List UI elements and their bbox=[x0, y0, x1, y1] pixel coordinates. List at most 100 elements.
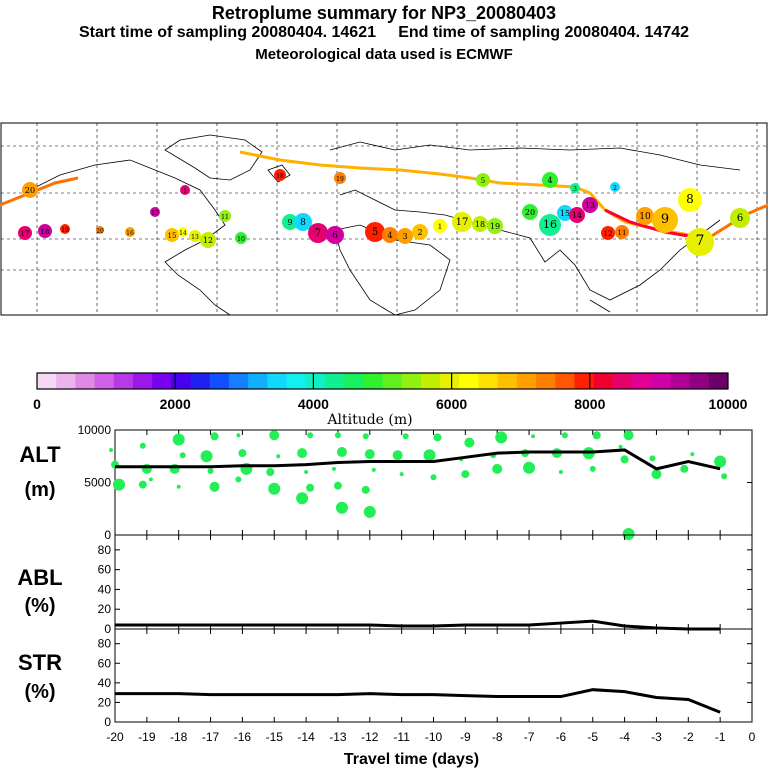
x-tick-label: -14 bbox=[297, 730, 315, 744]
map-marker-label: 11 bbox=[618, 229, 627, 237]
y-tick-label: 80 bbox=[98, 637, 112, 651]
x-tick-label: -4 bbox=[619, 730, 630, 744]
colorbar-cell bbox=[574, 373, 595, 389]
map-marker-label: 5 bbox=[481, 177, 485, 185]
y-tick-label: 0 bbox=[104, 528, 111, 542]
altitude-scatter-point bbox=[236, 433, 241, 438]
x-axis-label: Travel time (days) bbox=[344, 751, 479, 768]
map-marker-label: 12 bbox=[604, 230, 613, 238]
x-tick-label: -10 bbox=[425, 730, 443, 744]
panel-label: ABL bbox=[17, 565, 62, 590]
altitude-scatter-point bbox=[620, 455, 629, 464]
colorbar-cell bbox=[363, 373, 383, 389]
map-marker bbox=[180, 185, 190, 195]
altitude-scatter-point bbox=[495, 431, 508, 444]
map-marker bbox=[326, 226, 344, 244]
map-marker-label: 20 bbox=[525, 208, 535, 217]
panel-alt: ALT (m) 10000 5000 0 bbox=[19, 423, 753, 542]
colorbar-cell bbox=[286, 373, 307, 389]
altitude-scatter-point bbox=[266, 468, 275, 476]
colorbar-cell bbox=[689, 373, 710, 389]
altitude-scatter-point bbox=[306, 483, 315, 492]
map-marker bbox=[569, 207, 585, 223]
map-marker-label: 17 bbox=[151, 210, 159, 217]
colorbar-cell bbox=[382, 373, 403, 389]
x-tick-label: -19 bbox=[138, 730, 156, 744]
colorbar-cell bbox=[536, 373, 556, 389]
colorbar-cell bbox=[305, 373, 326, 389]
colorbar-cell bbox=[555, 373, 575, 389]
x-tick-label: -18 bbox=[170, 730, 188, 744]
colorbar-cell bbox=[593, 373, 614, 389]
colorbar-cell bbox=[344, 373, 364, 389]
map-marker-label: 9 bbox=[661, 212, 669, 227]
map-marker-label: 17 bbox=[21, 230, 30, 238]
colorbar-cell bbox=[612, 373, 633, 389]
colorbar-cell bbox=[56, 373, 76, 389]
altitude-scatter-point bbox=[461, 470, 470, 479]
greenland-coast bbox=[164, 134, 263, 181]
x-tick-label: -15 bbox=[266, 730, 284, 744]
map-marker-label: 20 bbox=[25, 186, 35, 195]
map-marker-label: 8 bbox=[686, 192, 694, 206]
map-marker-label: 10 bbox=[237, 236, 245, 243]
altitude-scatter-point bbox=[207, 467, 214, 474]
map-marker bbox=[235, 232, 247, 244]
altitude-scatter-point bbox=[622, 527, 635, 540]
map-marker-label: 5 bbox=[372, 227, 378, 238]
altitude-scatter-point bbox=[464, 437, 475, 448]
map-marker bbox=[200, 232, 216, 248]
colorbar-tick-label: 2000 bbox=[160, 396, 191, 412]
map-marker bbox=[542, 172, 558, 188]
map-marker-label: 13 bbox=[585, 201, 595, 210]
map-marker-label: 18 bbox=[276, 173, 284, 180]
map-marker-label: 1 bbox=[438, 223, 442, 231]
altitude-scatter-point bbox=[558, 470, 563, 474]
map-marker bbox=[472, 216, 488, 232]
altitude-colorbar: 0 2000 4000 6000 8000 10000 Altitude (m) bbox=[33, 372, 748, 428]
map-marker-label: 16 bbox=[543, 218, 557, 231]
altitude-scatter-point bbox=[492, 463, 503, 474]
eurasia-north-coast bbox=[329, 141, 741, 171]
map-marker bbox=[686, 228, 714, 256]
map-marker bbox=[652, 207, 678, 233]
altitude-scatter-point bbox=[402, 433, 409, 440]
y-tick-label: 80 bbox=[98, 543, 112, 557]
x-tick-label: -13 bbox=[329, 730, 347, 744]
map-marker bbox=[18, 226, 32, 240]
mean-line bbox=[115, 619, 721, 631]
altitude-scatter-point bbox=[238, 449, 247, 458]
map-marker bbox=[165, 228, 179, 242]
y-tick-label: 5000 bbox=[84, 476, 111, 490]
mean-line bbox=[115, 688, 721, 714]
map-marker bbox=[274, 169, 286, 181]
map-marker bbox=[178, 227, 188, 237]
map-gridlines bbox=[1, 123, 767, 315]
map-marker bbox=[282, 214, 298, 230]
panel-abl: ABL (%) 80 60 40 20 0 bbox=[17, 534, 753, 636]
altitude-scatter-point bbox=[364, 449, 375, 460]
map-marker-label: 3 bbox=[402, 232, 407, 241]
altitude-scatter-point bbox=[296, 492, 309, 505]
map-marker-label: 7 bbox=[315, 228, 321, 239]
colorbar-cell bbox=[708, 373, 729, 389]
map-marker-label: 19 bbox=[490, 222, 500, 231]
map-marker-label: 2 bbox=[417, 228, 422, 237]
altitude-scatter-point bbox=[433, 433, 442, 442]
iceland-coast bbox=[267, 164, 291, 183]
colorbar-tick-label: 10000 bbox=[709, 396, 748, 412]
altitude-scatter-point bbox=[618, 444, 623, 449]
panel-frame bbox=[114, 628, 753, 723]
end-time: End time of sampling 20080404. 14742 bbox=[398, 24, 690, 41]
map-marker bbox=[433, 219, 447, 233]
y-tick-label: 0 bbox=[104, 715, 111, 729]
map-marker bbox=[38, 224, 52, 238]
chart-title: Retroplume summary for NP3_20080403 bbox=[211, 3, 557, 23]
altitude-scatter-point bbox=[172, 433, 185, 446]
colorbar-tick-label: 4000 bbox=[298, 396, 329, 412]
x-tick-label: -9 bbox=[460, 730, 471, 744]
map-marker-label: 6 bbox=[332, 231, 338, 241]
colorbar-frame bbox=[36, 372, 729, 390]
